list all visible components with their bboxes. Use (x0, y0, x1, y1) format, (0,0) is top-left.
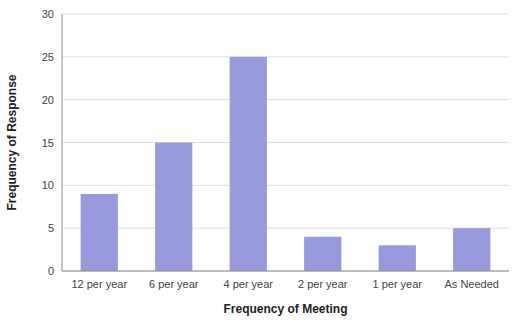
x-tick-label: 6 per year (149, 278, 199, 290)
bar (379, 245, 416, 271)
x-tick-label: 1 per year (372, 278, 422, 290)
grid-line (62, 56, 509, 57)
x-tick-label: As Needed (445, 278, 499, 290)
x-tick-label: 2 per year (298, 278, 348, 290)
grid-line (62, 14, 509, 15)
y-tick-label: 25 (42, 51, 54, 63)
x-tick-label: 12 per year (71, 278, 127, 290)
bars (81, 57, 491, 271)
grid-line (62, 228, 509, 229)
chart: 0 5 10 15 20 25 30 12 per year 6 per year 4 per y… (0, 0, 523, 323)
y-tick-label: 30 (42, 8, 54, 20)
y-tick-label: 20 (42, 94, 54, 106)
y-tick-label: 5 (48, 222, 54, 234)
bar (453, 228, 490, 271)
y-tick-label: 0 (48, 265, 54, 277)
bar (230, 57, 267, 271)
bar (155, 143, 192, 272)
bar (81, 194, 118, 271)
x-axis-title: Frequency of Meeting (223, 302, 347, 316)
bar (304, 237, 341, 271)
y-tick-label: 15 (42, 137, 54, 149)
x-axis-line (62, 271, 509, 272)
y-axis-title: Frequency of Response (5, 74, 19, 210)
y-tick-label: 10 (42, 179, 54, 191)
grid-line (62, 185, 509, 186)
x-tick-label: 4 per year (223, 278, 273, 290)
grid-line (62, 99, 509, 100)
y-axis-line (62, 14, 63, 271)
grid (62, 14, 509, 271)
page: {"chart_data": {"type": "bar", "categori… (0, 0, 523, 323)
grid-line (62, 271, 509, 272)
grid-line (62, 142, 509, 143)
